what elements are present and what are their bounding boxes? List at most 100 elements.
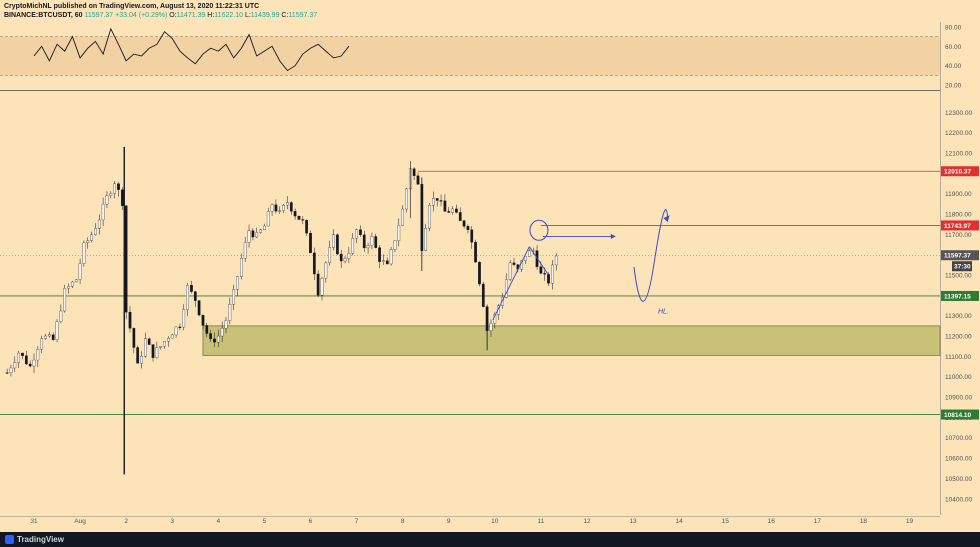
- projection-arrow-head: [663, 215, 670, 223]
- candle-bull: [401, 208, 404, 226]
- low-value: 11439.99: [250, 12, 280, 19]
- last-price-label: 11597.37: [944, 253, 971, 260]
- candle-bear: [120, 189, 124, 206]
- price-tick-label: 11800.00: [945, 212, 972, 219]
- candle-bull: [9, 367, 13, 373]
- candle-bear: [474, 242, 477, 263]
- price-level-label: 12010.37: [944, 169, 971, 176]
- time-tick-label: 18: [860, 518, 868, 525]
- candle-bull: [109, 193, 113, 196]
- candle-bull: [255, 232, 259, 238]
- price-level-badge: [941, 220, 979, 231]
- time-tick-label: 9: [447, 518, 451, 525]
- countdown-badge: [952, 261, 972, 272]
- last-price-badge: [941, 250, 979, 261]
- candle-bear: [301, 219, 305, 221]
- candle-bull: [40, 338, 44, 350]
- time-tick-label: 7: [355, 518, 359, 525]
- trading-chart[interactable]: 80.0060.0040.0020.0012300.0012200.001210…: [0, 0, 980, 532]
- rsi-tick-label: 40.00: [945, 63, 962, 70]
- last-price: 11597.37: [84, 12, 114, 19]
- time-tick-label: 31: [30, 518, 38, 525]
- candle-bear: [543, 273, 547, 275]
- candle-bull: [155, 347, 159, 358]
- candle-bear: [251, 230, 255, 238]
- candle-bull: [243, 242, 247, 259]
- candle-bear: [309, 232, 312, 254]
- candle-bull: [389, 249, 393, 265]
- price-tick-label: 12200.00: [945, 130, 972, 137]
- candle-bull: [216, 335, 220, 343]
- candle-bull: [501, 297, 504, 306]
- candle-bull: [97, 219, 101, 229]
- candle-bear: [443, 200, 447, 212]
- candle-bear: [297, 215, 301, 220]
- candle-bear: [478, 261, 481, 285]
- candle-bull: [220, 328, 224, 337]
- candle-bull: [324, 262, 328, 279]
- candle-bull: [55, 321, 59, 340]
- high-value: 11622.10: [214, 12, 243, 19]
- candle-bear: [512, 262, 516, 265]
- time-tick-label: 16: [768, 518, 776, 525]
- price-level-label: 10814.10: [944, 412, 971, 419]
- candle-bull: [524, 256, 527, 261]
- candle-bear: [312, 252, 316, 275]
- candle-bull: [424, 228, 428, 251]
- candle-bull: [32, 359, 36, 367]
- candle-bear: [151, 344, 155, 358]
- candle-bull: [224, 320, 228, 329]
- candle-bear: [289, 202, 293, 212]
- candle-bull: [48, 334, 51, 337]
- candle-bull: [405, 188, 408, 210]
- candle-bear: [193, 291, 197, 301]
- candle-bull: [186, 285, 189, 310]
- candle-bull: [167, 338, 170, 342]
- price-tick-label: 12100.00: [945, 151, 972, 158]
- candle-bull: [551, 264, 554, 284]
- candle-bull: [228, 304, 232, 321]
- candle-bull: [278, 210, 282, 212]
- candle-bear: [293, 211, 297, 217]
- candle-bear: [305, 220, 308, 234]
- time-tick-label: 19: [906, 518, 914, 525]
- candle-bull: [397, 225, 401, 241]
- candle-bear: [5, 372, 9, 374]
- candle-bear: [132, 328, 136, 348]
- time-tick-label: 2: [124, 518, 128, 525]
- candle-bear: [205, 325, 209, 334]
- footer-brand: TradingView: [17, 535, 64, 544]
- candle-bear: [547, 274, 550, 284]
- candle-bull: [266, 211, 270, 227]
- price-tick-label: 10400.00: [945, 496, 972, 503]
- candle-bull: [105, 195, 109, 205]
- candle-bear: [197, 300, 201, 316]
- candle-bull: [82, 242, 86, 264]
- candle-bull: [451, 208, 454, 213]
- time-tick-label: 6: [309, 518, 313, 525]
- candle-bear: [385, 260, 389, 265]
- candle-bull: [259, 229, 262, 233]
- footer-bar: TradingView: [0, 532, 980, 547]
- candle-bear: [190, 285, 193, 292]
- candle-bull: [44, 335, 47, 339]
- candle-bull: [71, 281, 74, 287]
- price-tick-label: 10600.00: [945, 456, 972, 463]
- candle-bull: [74, 279, 78, 283]
- candle-bull: [528, 250, 531, 257]
- candle-bull: [182, 309, 186, 328]
- candle-bull: [36, 349, 40, 361]
- countdown-label: 37:30: [954, 264, 971, 271]
- symbol-label: BINANCE:BTCUSDT, 60: [4, 12, 83, 19]
- candle-bear: [21, 352, 24, 356]
- candle-bull: [170, 334, 174, 339]
- candle-bull: [393, 240, 397, 250]
- candle-bull: [159, 346, 163, 348]
- low-label: L:: [244, 12, 251, 19]
- candle-bear: [178, 326, 182, 328]
- price-tick-label: 10900.00: [945, 395, 972, 402]
- price-level-badge: [941, 166, 979, 177]
- publisher-line: CryptoMichNL published on TradingView.co…: [4, 3, 260, 10]
- candle-bull: [332, 234, 335, 248]
- price-level-label: 11743.97: [944, 223, 971, 230]
